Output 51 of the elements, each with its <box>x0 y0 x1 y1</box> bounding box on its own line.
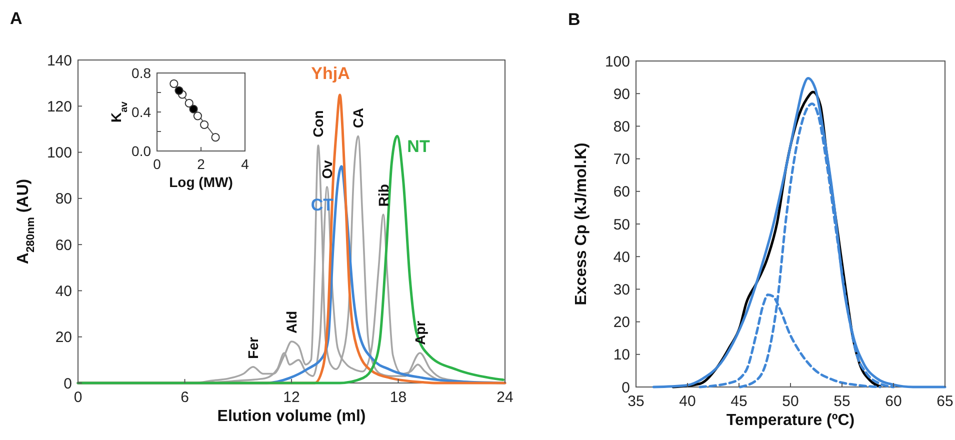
y-axis-title: Excess Cp (kJ/mol.K) <box>573 142 590 306</box>
x-tick-label: 65 <box>936 393 954 410</box>
y-tick-label: 120 <box>46 98 72 116</box>
x-tick-label: 40 <box>679 393 696 410</box>
y-tick-label: 0.4 <box>132 104 152 120</box>
y-tick-label: 40 <box>613 248 630 266</box>
y-tick-label: 0 <box>64 375 72 392</box>
y-tick-label: 90 <box>613 86 630 103</box>
x-tick-label: 50 <box>782 393 799 410</box>
annotation: Rib <box>375 184 392 207</box>
y-tick-label: 100 <box>604 53 630 70</box>
annotation: Ald <box>284 310 300 334</box>
x-tick-label: 6 <box>180 389 189 406</box>
x-tick-label: 24 <box>496 389 514 406</box>
x-tick-label: 0 <box>74 389 82 406</box>
annotation: Ov <box>319 160 336 179</box>
x-tick-label: 0 <box>153 156 162 172</box>
x-tick-label: 60 <box>885 393 902 410</box>
y-tick-label: 60 <box>613 184 630 201</box>
chart-title: B <box>568 10 580 29</box>
y-tick-label: 20 <box>613 314 630 332</box>
annotation: Fer <box>245 336 262 359</box>
chart-title: A <box>10 9 22 28</box>
x-tick-label: 12 <box>283 389 300 406</box>
y-tick-label: 30 <box>613 281 630 298</box>
y-tick-label: 70 <box>613 151 630 168</box>
y-tick-label: 80 <box>613 118 630 136</box>
y-tick-label: 140 <box>46 52 72 70</box>
x-tick-label: 45 <box>730 393 748 410</box>
y-tick-label: 0.8 <box>132 64 152 81</box>
y-tick-label: 0.0 <box>132 142 152 159</box>
y-tick-label: 10 <box>613 346 630 364</box>
y-tick-label: 20 <box>55 329 72 346</box>
y-tick-label: 50 <box>613 216 630 234</box>
x-tick-label: 55 <box>834 393 850 410</box>
y-tick-label: 60 <box>55 236 72 254</box>
x-tick-label: 35 <box>628 393 644 410</box>
x-axis-title: Elution volume (ml) <box>217 408 366 425</box>
annotation: Con <box>310 110 326 138</box>
x-axis-title: Log (MW) <box>169 174 233 190</box>
annotation: CA <box>350 108 366 128</box>
x-tick-label: 4 <box>241 156 250 172</box>
y-tick-label: 40 <box>55 282 72 300</box>
y-tick-label: 80 <box>55 190 72 208</box>
series-label: YhjA <box>311 64 350 83</box>
x-axis-title: Temperature (ºC) <box>726 412 855 429</box>
x-tick-label: 18 <box>390 389 407 406</box>
series-label: NT <box>407 137 430 156</box>
x-tick-label: 2 <box>197 156 206 172</box>
y-tick-label: 100 <box>46 144 72 162</box>
annotation: Apr <box>412 320 428 346</box>
